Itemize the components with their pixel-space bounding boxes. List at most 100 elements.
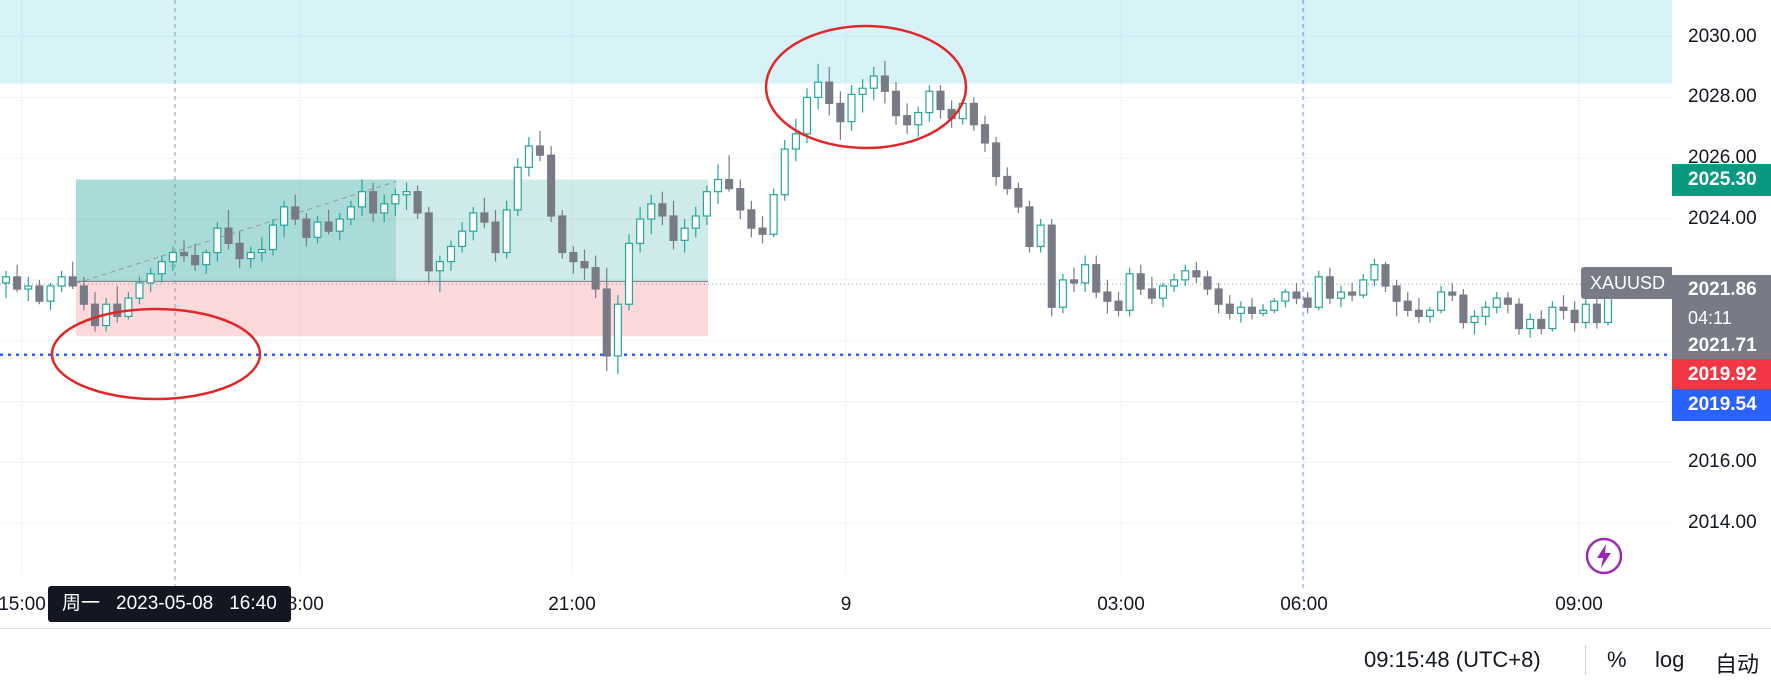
candle-body [1247,306,1257,314]
candle [1514,298,1524,335]
candle [903,103,912,134]
auto-scale-button[interactable]: 自动 [1715,652,1760,677]
candle [791,118,800,162]
candle [179,240,189,262]
candle-body [1537,318,1546,330]
candle [491,209,500,262]
bottom-toolbar: 09:15:48 (UTC+8) % log 自动 [0,628,1771,689]
candle-body [1270,300,1279,311]
candle [1359,273,1368,299]
candle [424,206,433,283]
candle [224,209,233,250]
candle [1092,255,1101,299]
candle-body [669,215,678,241]
crosshair-time: 16:40 [229,593,277,614]
candle-body [880,75,889,92]
candle-body [346,206,355,220]
candle-body [1492,297,1501,308]
candle-body [1603,294,1613,324]
candle-body [1448,291,1457,296]
ellipse-top-cluster [764,24,968,150]
candle [1047,219,1056,317]
candle [235,231,244,268]
candle [1125,267,1134,317]
candle-body [1114,300,1123,311]
candle-body [57,276,66,287]
candle [1225,295,1234,320]
candle [435,255,444,293]
resistance-band [0,0,1672,84]
price-scale[interactable]: 2014.00 2016.00 2024.00 2026.00 2028.00 2030.… [1672,0,1771,628]
candle-body [602,288,611,357]
candle [992,136,1001,186]
candle [1526,313,1535,338]
candle [1069,267,1079,293]
candle-body [1103,291,1112,302]
log-scale-button[interactable]: log [1655,647,1685,672]
candle [1336,285,1346,308]
y-tick-label: 2014.00 [1688,512,1757,534]
candle [780,139,789,201]
candle [1136,264,1145,296]
candle [936,85,945,119]
candle-body [324,221,333,232]
candle [513,158,522,217]
candle-body [213,227,222,254]
candle [502,200,511,259]
candle [814,63,823,110]
candle-body [1559,306,1568,311]
candle-body [758,227,767,235]
candle-body [1203,276,1212,290]
candle-body [1325,276,1334,299]
chart-canvas[interactable] [0,0,1672,628]
candle [1181,264,1190,286]
candle [1503,292,1512,314]
candle-body [79,285,88,305]
lightning-icon[interactable] [1584,536,1624,576]
candle-body [658,203,667,217]
candle-body [1147,288,1156,299]
crosshair-time-label: 周一 2023-05-08 16:40 [48,586,291,622]
candle [591,255,600,299]
clock-display[interactable]: 09:15:48 (UTC+8) [1364,647,1541,672]
candle-body [1314,276,1323,308]
candle-body [113,303,122,318]
candles [1,60,1613,375]
candle-body [1392,285,1401,302]
candle [291,194,300,226]
candle-body [1437,291,1446,311]
candle-body [1592,303,1601,324]
candle-body [1025,206,1034,248]
candle-body [624,242,634,305]
candle-body [1581,303,1590,324]
candle-body [24,285,33,290]
candle-body [491,221,500,254]
grid [0,0,1672,575]
candle [547,146,556,223]
candle-body [825,81,834,105]
candle [1,270,11,299]
candle-body [925,90,934,114]
candle [847,85,856,131]
candle-body [246,251,255,260]
candle [1492,292,1501,314]
percent-scale-button[interactable]: % [1607,647,1627,672]
candle [191,243,200,271]
candle [702,185,711,226]
target-zone-filled [76,179,396,282]
candle-body [936,90,945,111]
candle [535,130,545,162]
y-tick-label: 2026.00 [1688,147,1757,169]
candle-body [1414,309,1423,318]
candle [669,200,678,250]
chart-area[interactable]: XAUUSD 15:00 18:00 21:00 9 03:00 06:00 0… [0,0,1672,628]
toolbar-divider [1585,645,1586,675]
candle [357,179,367,217]
annotations [50,24,968,401]
candle [891,82,901,125]
candle-body [1303,297,1312,308]
candle-body [1192,270,1201,278]
candle-body [1214,288,1223,305]
candle [836,91,845,140]
candle-body [35,285,44,302]
